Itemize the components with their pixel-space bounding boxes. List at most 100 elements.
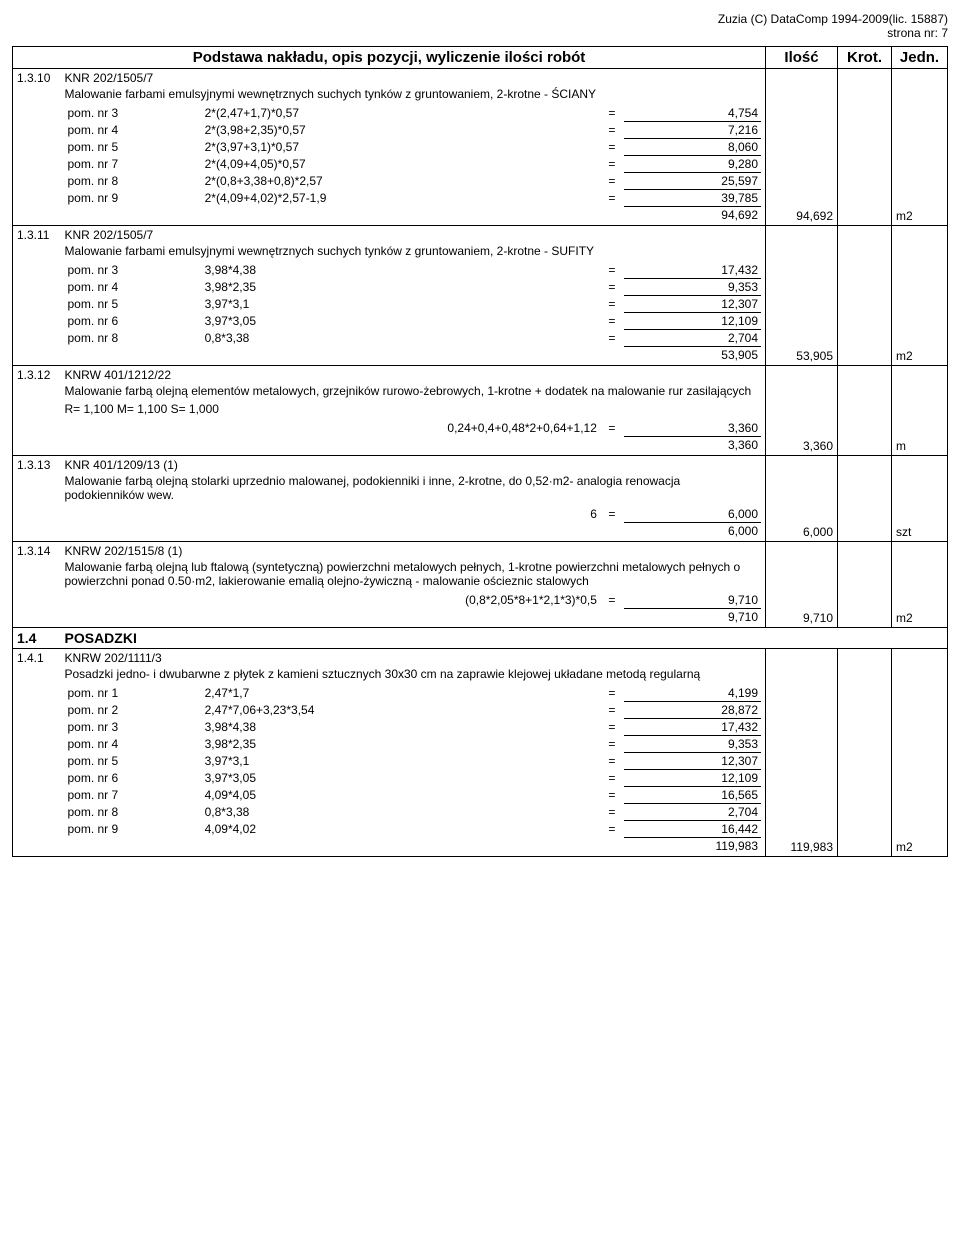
calc-label: pom. nr 7 <box>65 787 202 804</box>
calc-value: 39,785 <box>624 190 761 207</box>
item-krot <box>838 649 892 857</box>
item-unit: szt <box>892 456 948 542</box>
calc-label <box>65 592 202 609</box>
item-desc-cell: KNR 401/1209/13 (1) Malowanie farbą olejn… <box>61 456 766 542</box>
calc-line: pom. nr 12,47*1,7=4,199 <box>65 685 762 702</box>
equals-sign: = <box>600 702 624 719</box>
calc-line: pom. nr 33,98*4,38=17,432 <box>65 262 762 279</box>
calc-line: pom. nr 32*(2,47+1,7)*0,57=4,754 <box>65 105 762 122</box>
calc-line: pom. nr 92*(4,09+4,02)*2,57-1,9=39,785 <box>65 190 762 207</box>
calc-expression: 3,97*3,1 <box>202 753 600 770</box>
section-code: 1.4 <box>13 628 61 649</box>
item-quantity: 3,360 <box>766 366 838 456</box>
calc-value: 28,872 <box>624 702 761 719</box>
item-krot <box>838 366 892 456</box>
calc-expression: 3,97*3,05 <box>202 313 600 330</box>
calc-expression: 3,98*4,38 <box>202 719 600 736</box>
item-description: Malowanie farbą olejną stolarki uprzedni… <box>65 474 762 502</box>
item-code: 1.3.10 <box>13 69 61 226</box>
calc-expression: 3,98*2,35 <box>202 279 600 296</box>
equals-sign: = <box>600 685 624 702</box>
item-code: 1.4.1 <box>13 649 61 857</box>
calc-sum: 119,983 <box>624 838 761 855</box>
calc-label: pom. nr 4 <box>65 122 202 139</box>
equals-sign: = <box>600 173 624 190</box>
calculation-table: pom. nr 12,47*1,7=4,199pom. nr 22,47*7,0… <box>65 685 762 854</box>
calc-label <box>65 506 202 523</box>
item-unit: m <box>892 366 948 456</box>
item-row: 1.3.10KNR 202/1505/7Malowanie farbami em… <box>13 69 948 226</box>
calc-line: 0,24+0,4+0,48*2+0,64+1,12=3,360 <box>65 420 762 437</box>
calc-value: 12,307 <box>624 296 761 313</box>
calc-sum-line: 119,983 <box>65 838 762 855</box>
calculation-table: pom. nr 32*(2,47+1,7)*0,57=4,754pom. nr … <box>65 105 762 223</box>
col-desc: Podstawa nakładu, opis pozycji, wyliczen… <box>13 47 766 69</box>
calc-label <box>65 420 202 437</box>
item-quantity: 53,905 <box>766 226 838 366</box>
calc-label: pom. nr 6 <box>65 313 202 330</box>
calc-line: pom. nr 74,09*4,05=16,565 <box>65 787 762 804</box>
item-desc-cell: KNR 202/1505/7Malowanie farbami emulsyjn… <box>61 226 766 366</box>
calc-value: 7,216 <box>624 122 761 139</box>
calc-value: 9,353 <box>624 736 761 753</box>
calc-sum-line: 94,692 <box>65 207 762 224</box>
calc-value: 16,442 <box>624 821 761 838</box>
equals-sign: = <box>600 787 624 804</box>
calc-line: pom. nr 94,09*4,02=16,442 <box>65 821 762 838</box>
calc-label: pom. nr 3 <box>65 262 202 279</box>
calc-expression: 2*(3,98+2,35)*0,57 <box>202 122 600 139</box>
calc-expression: (0,8*2,05*8+1*2,1*3)*0,5 <box>202 592 600 609</box>
calc-line: pom. nr 63,97*3,05=12,109 <box>65 313 762 330</box>
calc-label: pom. nr 1 <box>65 685 202 702</box>
calc-expression: 0,24+0,4+0,48*2+0,64+1,12 <box>202 420 600 437</box>
calc-label: pom. nr 3 <box>65 719 202 736</box>
cost-estimate-table: Podstawa nakładu, opis pozycji, wyliczen… <box>12 46 948 857</box>
calc-value: 16,565 <box>624 787 761 804</box>
calc-label: pom. nr 9 <box>65 821 202 838</box>
calc-value: 12,109 <box>624 770 761 787</box>
calc-value: 9,280 <box>624 156 761 173</box>
item-quantity: 119,983 <box>766 649 838 857</box>
item-reference: KNR 401/1209/13 (1) <box>65 458 762 472</box>
equals-sign: = <box>600 804 624 821</box>
equals-sign: = <box>600 122 624 139</box>
calc-label: pom. nr 8 <box>65 330 202 347</box>
calc-value: 17,432 <box>624 719 761 736</box>
calc-value: 9,710 <box>624 592 761 609</box>
calc-label: pom. nr 4 <box>65 279 202 296</box>
calc-expression: 3,98*2,35 <box>202 736 600 753</box>
item-quantity: 9,710 <box>766 542 838 628</box>
calc-expression: 3,97*3,05 <box>202 770 600 787</box>
calc-value: 17,432 <box>624 262 761 279</box>
calc-sum: 6,000 <box>624 523 761 540</box>
calc-line: (0,8*2,05*8+1*2,1*3)*0,5=9,710 <box>65 592 762 609</box>
calc-value: 2,704 <box>624 330 761 347</box>
calc-expression: 2*(4,09+4,02)*2,57-1,9 <box>202 190 600 207</box>
calculation-table: pom. nr 33,98*4,38=17,432pom. nr 43,98*2… <box>65 262 762 363</box>
item-row: 1.3.11KNR 202/1505/7Malowanie farbami em… <box>13 226 948 366</box>
equals-sign: = <box>600 190 624 207</box>
col-jedn: Jedn. <box>892 47 948 69</box>
equals-sign: = <box>600 139 624 156</box>
calc-value: 4,754 <box>624 105 761 122</box>
calc-sum-line: 3,360 <box>65 437 762 454</box>
calc-value: 25,597 <box>624 173 761 190</box>
calc-label: pom. nr 9 <box>65 190 202 207</box>
item-row: 1.3.12KNRW 401/1212/22Malowanie farbą ol… <box>13 366 948 456</box>
section-row: 1.4POSADZKI <box>13 628 948 649</box>
item-coefficients: R= 1,100 M= 1,100 S= 1,000 <box>65 402 762 416</box>
calc-expression: 2*(2,47+1,7)*0,57 <box>202 105 600 122</box>
item-reference: KNRW 401/1212/22 <box>65 368 762 382</box>
calculation-table: 6=6,0006,000 <box>65 506 762 539</box>
item-unit: m2 <box>892 649 948 857</box>
item-desc-cell: KNRW 202/1515/8 (1)Malowanie farbą olejn… <box>61 542 766 628</box>
calc-label: pom. nr 6 <box>65 770 202 787</box>
equals-sign: = <box>600 770 624 787</box>
calc-sum-line: 53,905 <box>65 347 762 364</box>
col-qty: Ilość <box>766 47 838 69</box>
calc-expression: 6 <box>202 506 600 523</box>
calc-label: pom. nr 7 <box>65 156 202 173</box>
calc-expression: 2*(0,8+3,38+0,8)*2,57 <box>202 173 600 190</box>
calc-line: pom. nr 80,8*3,38=2,704 <box>65 330 762 347</box>
calc-expression: 2,47*7,06+3,23*3,54 <box>202 702 600 719</box>
